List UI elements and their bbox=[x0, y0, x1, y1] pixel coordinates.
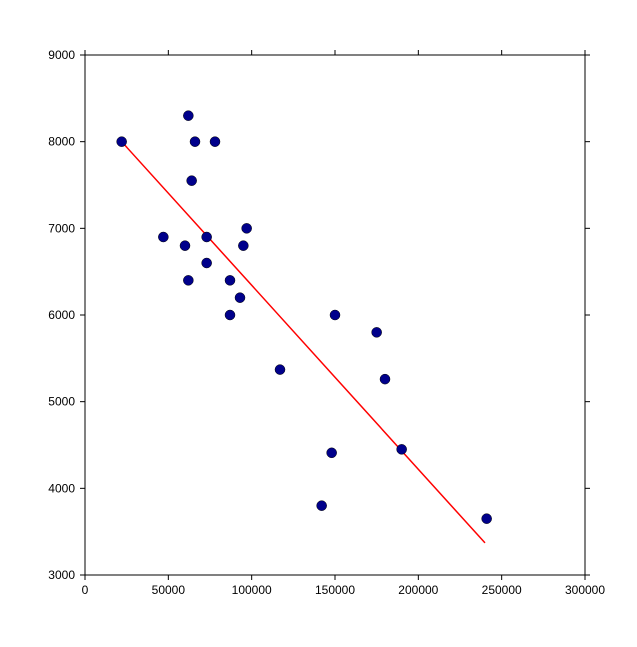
scatter-point bbox=[202, 258, 212, 268]
x-tick-label: 200000 bbox=[398, 583, 438, 597]
scatter-point bbox=[187, 176, 197, 186]
scatter-point bbox=[380, 374, 390, 384]
scatter-point bbox=[225, 310, 235, 320]
scatter-point bbox=[180, 241, 190, 251]
scatter-point bbox=[330, 310, 340, 320]
chart-canvas: 0 50000 100000 150000 200000 250000 300000 3000… bbox=[0, 0, 637, 647]
y-tick-label: 4000 bbox=[48, 481, 75, 495]
x-tick-label: 300000 bbox=[565, 583, 605, 597]
x-tick-label: 0 bbox=[82, 583, 89, 597]
scatter-point bbox=[327, 448, 337, 458]
scatter-point bbox=[235, 293, 245, 303]
x-tick-label: 250000 bbox=[482, 583, 522, 597]
x-tick-label: 150000 bbox=[315, 583, 355, 597]
scatter-point bbox=[238, 241, 248, 251]
scatter-point bbox=[372, 327, 382, 337]
scatter-point bbox=[158, 232, 168, 242]
scatter-chart: 0 50000 100000 150000 200000 250000 300000 3000… bbox=[0, 0, 637, 647]
scatter-point bbox=[183, 275, 193, 285]
x-tick-label: 50000 bbox=[152, 583, 186, 597]
y-tick-label: 3000 bbox=[48, 568, 75, 582]
y-tick-label: 6000 bbox=[48, 308, 75, 322]
scatter-point bbox=[225, 275, 235, 285]
x-tick-label: 100000 bbox=[232, 583, 272, 597]
y-tick-label: 9000 bbox=[48, 48, 75, 62]
y-tick-label: 5000 bbox=[48, 395, 75, 409]
scatter-point bbox=[117, 137, 127, 147]
y-tick-label: 7000 bbox=[48, 221, 75, 235]
scatter-point bbox=[190, 137, 200, 147]
scatter-point bbox=[397, 444, 407, 454]
scatter-point bbox=[275, 365, 285, 375]
scatter-point bbox=[210, 137, 220, 147]
scatter-point bbox=[242, 223, 252, 233]
y-tick-label: 8000 bbox=[48, 135, 75, 149]
scatter-point bbox=[202, 232, 212, 242]
scatter-point bbox=[317, 501, 327, 511]
scatter-point bbox=[482, 514, 492, 524]
scatter-point bbox=[183, 111, 193, 121]
